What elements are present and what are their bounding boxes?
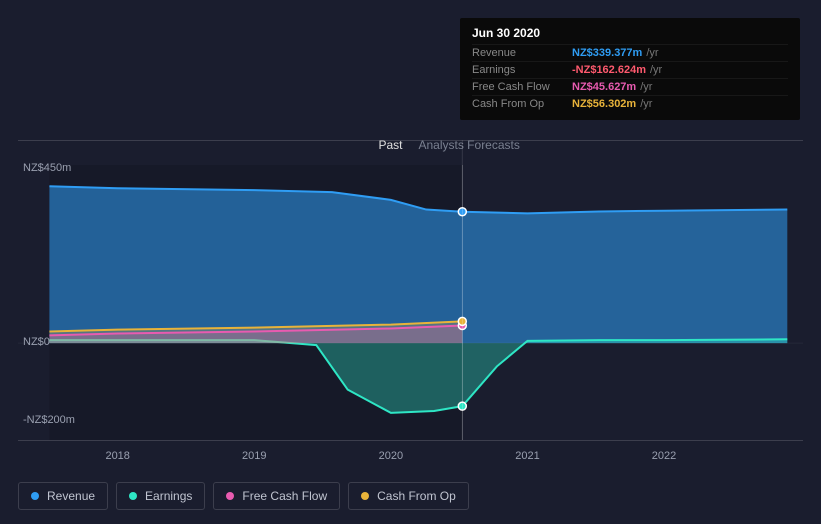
x-axis-tick-label: 2020 [379, 450, 403, 462]
financial-chart[interactable]: Past Analysts Forecasts NZ$450mNZ$0-NZ$2… [18, 140, 803, 440]
tooltip-metric-name: Revenue [472, 47, 572, 59]
legend-item-cfo[interactable]: Cash From Op [348, 482, 469, 510]
chart-bottom-border [18, 440, 803, 441]
legend-item-label: Free Cash Flow [242, 489, 327, 503]
x-axis-tick-label: 2021 [515, 450, 539, 462]
x-axis-tick-label: 2019 [242, 450, 266, 462]
legend-item-label: Earnings [145, 489, 192, 503]
y-axis-tick-label: NZ$450m [23, 162, 71, 174]
chart-cursor-line [462, 165, 463, 440]
y-axis-tick-label: -NZ$200m [23, 414, 75, 426]
tooltip-metric-name: Free Cash Flow [472, 81, 572, 93]
chart-legend: Revenue Earnings Free Cash Flow Cash From O… [18, 482, 469, 510]
legend-item-fcf[interactable]: Free Cash Flow [213, 482, 340, 510]
legend-item-earnings[interactable]: Earnings [116, 482, 205, 510]
x-axis-tick-label: 2018 [105, 450, 129, 462]
tooltip-metric-value: NZ$45.627m [572, 81, 636, 93]
tooltip-metric-unit: /yr [640, 98, 652, 110]
tooltip-metric-unit: /yr [650, 64, 662, 76]
tooltip-row: Free Cash FlowNZ$45.627m/yr [472, 78, 788, 95]
chart-plot-svg [18, 140, 803, 440]
tooltip-row: Earnings-NZ$162.624m/yr [472, 61, 788, 78]
chart-tooltip: Jun 30 2020 RevenueNZ$339.377m/yrEarning… [460, 18, 800, 120]
tooltip-metric-value: NZ$56.302m [572, 98, 636, 110]
legend-item-label: Revenue [47, 489, 95, 503]
legend-marker-icon [361, 492, 369, 500]
legend-marker-icon [226, 492, 234, 500]
tooltip-row: Cash From OpNZ$56.302m/yr [472, 95, 788, 112]
tooltip-metric-name: Cash From Op [472, 98, 572, 110]
legend-marker-icon [129, 492, 137, 500]
y-axis-tick-label: NZ$0 [23, 336, 50, 348]
tooltip-date: Jun 30 2020 [472, 26, 788, 40]
tooltip-metric-unit: /yr [640, 81, 652, 93]
tooltip-metric-name: Earnings [472, 64, 572, 76]
tooltip-metric-value: -NZ$162.624m [572, 64, 646, 76]
tooltip-row: RevenueNZ$339.377m/yr [472, 44, 788, 61]
legend-item-label: Cash From Op [377, 489, 456, 503]
x-axis-tick-label: 2022 [652, 450, 676, 462]
legend-marker-icon [31, 492, 39, 500]
tooltip-metric-unit: /yr [646, 47, 658, 59]
tooltip-metric-value: NZ$339.377m [572, 47, 642, 59]
legend-item-revenue[interactable]: Revenue [18, 482, 108, 510]
